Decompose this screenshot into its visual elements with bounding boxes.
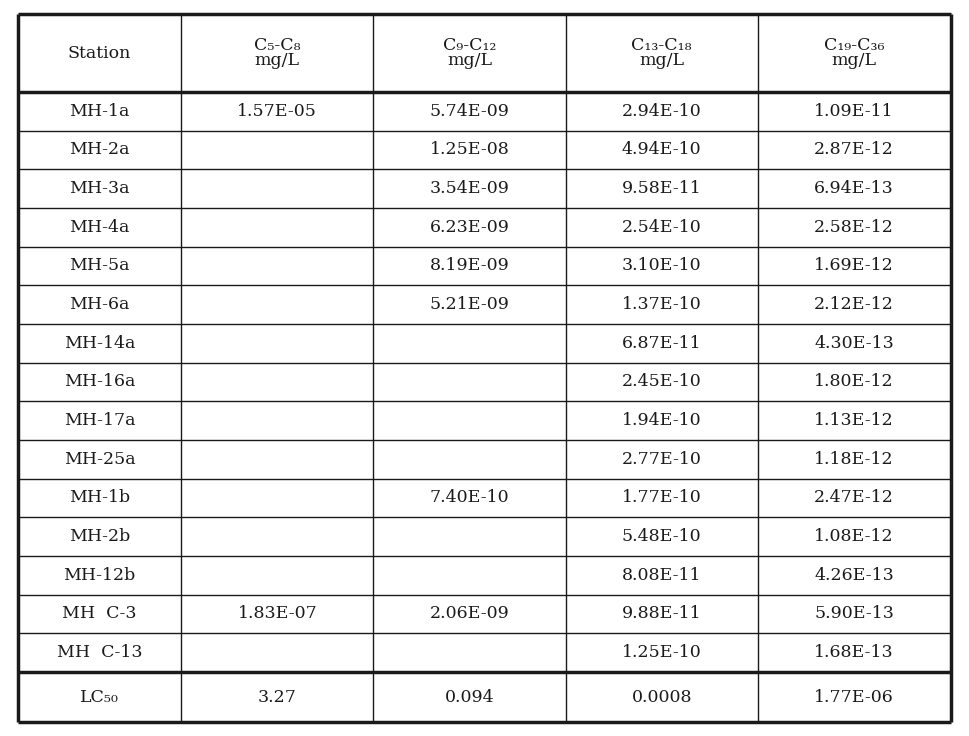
Text: 0.094: 0.094 [445,688,494,706]
Text: MH-5a: MH-5a [70,258,130,275]
Text: 1.09E-11: 1.09E-11 [814,103,893,120]
Text: 5.48E-10: 5.48E-10 [622,528,702,545]
Text: LC₅₀: LC₅₀ [80,688,119,706]
Text: 9.58E-11: 9.58E-11 [622,180,702,197]
Text: 1.08E-12: 1.08E-12 [814,528,893,545]
Text: MH-2b: MH-2b [69,528,130,545]
Text: 3.27: 3.27 [258,688,297,706]
Text: 1.69E-12: 1.69E-12 [814,258,893,275]
Text: 1.18E-12: 1.18E-12 [814,451,893,468]
Text: C₁₃-C₁₈: C₁₃-C₁₈ [632,38,692,54]
Text: MH-3a: MH-3a [70,180,130,197]
Text: MH-16a: MH-16a [64,373,136,391]
Text: 2.45E-10: 2.45E-10 [622,373,702,391]
Text: 2.87E-12: 2.87E-12 [814,141,894,158]
Text: 3.10E-10: 3.10E-10 [622,258,702,275]
Text: 5.90E-13: 5.90E-13 [814,606,894,623]
Text: MH-17a: MH-17a [64,412,136,429]
Text: 5.21E-09: 5.21E-09 [429,296,510,313]
Text: 1.77E-06: 1.77E-06 [814,688,893,706]
Text: 2.12E-12: 2.12E-12 [814,296,894,313]
Text: MH-4a: MH-4a [70,219,130,236]
Text: 1.68E-13: 1.68E-13 [814,644,893,661]
Text: MH-12b: MH-12b [64,567,136,584]
Text: 2.47E-12: 2.47E-12 [814,489,894,506]
Text: 1.83E-07: 1.83E-07 [237,606,317,623]
Text: 0.0008: 0.0008 [632,688,692,706]
Text: 2.06E-09: 2.06E-09 [429,606,510,623]
Text: 1.25E-10: 1.25E-10 [622,644,702,661]
Text: 6.94E-13: 6.94E-13 [814,180,893,197]
Text: 6.23E-09: 6.23E-09 [429,219,510,236]
Text: 2.77E-10: 2.77E-10 [622,451,702,468]
Text: 8.19E-09: 8.19E-09 [429,258,510,275]
Text: 1.77E-10: 1.77E-10 [622,489,702,506]
Text: MH  C-13: MH C-13 [57,644,142,661]
Text: MH-25a: MH-25a [64,451,136,468]
Text: 6.87E-11: 6.87E-11 [622,335,702,352]
Text: mg/L: mg/L [255,52,299,68]
Text: MH-14a: MH-14a [64,335,136,352]
Text: 7.40E-10: 7.40E-10 [430,489,510,506]
Text: 1.25E-08: 1.25E-08 [429,141,510,158]
Text: C₁₉-C₃₆: C₁₉-C₃₆ [824,38,885,54]
Text: MH-6a: MH-6a [70,296,130,313]
Text: MH-2a: MH-2a [70,141,130,158]
Text: MH-1a: MH-1a [70,103,130,120]
Text: 1.57E-05: 1.57E-05 [237,103,317,120]
Text: mg/L: mg/L [447,52,492,68]
Text: MH  C-3: MH C-3 [62,606,137,623]
Text: 5.74E-09: 5.74E-09 [429,103,510,120]
Text: 4.94E-10: 4.94E-10 [622,141,702,158]
Text: 2.58E-12: 2.58E-12 [814,219,894,236]
Text: mg/L: mg/L [831,52,877,68]
Text: 2.94E-10: 2.94E-10 [622,103,702,120]
Text: 3.54E-09: 3.54E-09 [429,180,510,197]
Text: 4.30E-13: 4.30E-13 [814,335,893,352]
Text: C₅-C₈: C₅-C₈ [254,38,300,54]
Text: 1.37E-10: 1.37E-10 [622,296,702,313]
Text: 4.26E-13: 4.26E-13 [814,567,893,584]
Text: 1.94E-10: 1.94E-10 [622,412,702,429]
Text: C₉-C₁₂: C₉-C₁₂ [443,38,496,54]
Text: 1.80E-12: 1.80E-12 [814,373,893,391]
Text: Station: Station [68,44,132,62]
Text: MH-1b: MH-1b [69,489,130,506]
Text: 1.13E-12: 1.13E-12 [814,412,893,429]
Text: 8.08E-11: 8.08E-11 [622,567,702,584]
Text: mg/L: mg/L [640,52,684,68]
Text: 9.88E-11: 9.88E-11 [622,606,702,623]
Text: 2.54E-10: 2.54E-10 [622,219,702,236]
